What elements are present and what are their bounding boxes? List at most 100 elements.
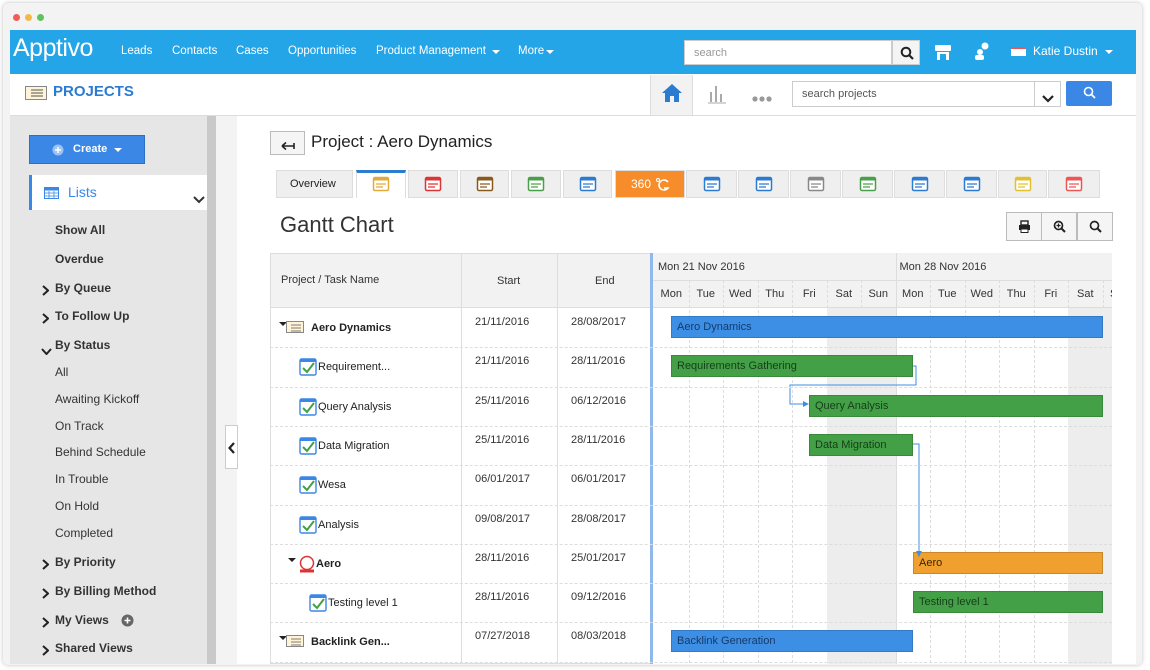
project-search-dropdown[interactable] [1034, 82, 1060, 106]
icon-part [42, 313, 50, 324]
task-name[interactable]: Testing level 1 [328, 597, 398, 610]
sidebar-item[interactable]: On Track [55, 419, 104, 433]
nav-search[interactable] [684, 40, 892, 65]
nav-item[interactable]: Leads [121, 45, 153, 57]
task-start: 21/11/2016 [475, 355, 530, 368]
sidebar-item[interactable]: Overdue [55, 252, 104, 266]
more-icon[interactable] [751, 90, 775, 102]
gantt-bar[interactable]: Requirements Gathering [671, 355, 913, 378]
create-label[interactable]: Create [73, 143, 108, 155]
sidebar-item[interactable]: On Hold [55, 499, 100, 513]
tab[interactable] [998, 170, 1047, 198]
icon-part [55, 147, 61, 153]
project-search[interactable] [792, 81, 1061, 107]
icon-part [424, 176, 442, 192]
tab[interactable] [790, 170, 841, 198]
project-search-button[interactable] [1066, 81, 1112, 106]
task-name[interactable]: Data Migration [318, 439, 390, 452]
sidebar-item[interactable]: To Follow Up [55, 309, 130, 323]
task-name[interactable]: Analysis [318, 518, 359, 531]
task-name[interactable]: Backlink Gen... [311, 636, 390, 649]
nav-item[interactable]: Cases [236, 45, 269, 57]
nav-item[interactable]: Contacts [172, 45, 218, 57]
tab[interactable] [842, 170, 893, 198]
gantt-bar[interactable]: Data Migration [809, 433, 913, 456]
task-icon [299, 397, 317, 416]
nav-search-button[interactable] [892, 40, 920, 65]
sidebar-item[interactable]: Show All [55, 223, 106, 237]
task-name[interactable]: Requirement... [318, 361, 391, 374]
task-end: 28/11/2016 [571, 355, 626, 368]
task-icon [299, 515, 317, 534]
icon-part [1014, 176, 1031, 192]
icon-part [975, 55, 984, 60]
task-name[interactable]: Aero [316, 557, 342, 570]
zoom-in-button[interactable] [1041, 212, 1077, 241]
sidebar-item[interactable]: By Status [55, 338, 111, 352]
lists-label[interactable]: Lists [68, 184, 97, 200]
people-icon[interactable] [972, 41, 992, 61]
icon-part [42, 645, 50, 656]
gantt-bar[interactable]: Backlink Generation [671, 630, 913, 653]
nav-item[interactable]: Product Management [376, 45, 486, 57]
tab[interactable] [894, 170, 945, 198]
logo[interactable]: Apptivo [13, 34, 93, 62]
sidebar-item[interactable]: Awaiting Kickoff [55, 392, 140, 406]
tab-overview-label[interactable]: Overview [290, 178, 336, 190]
sidebar-item[interactable]: In Trouble [55, 472, 109, 486]
icon-part [1019, 220, 1030, 233]
projects-icon [25, 86, 47, 100]
icon-part [42, 313, 50, 324]
user-name[interactable]: Katie Dustin [1033, 44, 1098, 58]
reports-icon[interactable] [706, 82, 728, 104]
create-button[interactable] [29, 135, 145, 164]
week-label: Mon 28 Nov 2016 [899, 261, 987, 273]
tab[interactable] [615, 170, 685, 198]
back-button[interactable] [270, 131, 305, 155]
day-label: Fri [802, 288, 816, 300]
print-button[interactable] [1006, 212, 1042, 241]
task-end: 08/03/2018 [571, 630, 627, 643]
home-button[interactable] [650, 75, 693, 115]
gantt-bar[interactable]: Testing level 1 [913, 591, 1103, 614]
icon-part [758, 183, 769, 188]
gantt-bar[interactable]: Aero [913, 551, 1103, 574]
sidebar-item[interactable]: By Queue [55, 281, 112, 295]
nav-search-placeholder: search [694, 47, 728, 59]
task-name[interactable]: Query Analysis [318, 400, 392, 413]
tab-icon [372, 175, 390, 193]
zoom-out-button[interactable] [1077, 212, 1113, 241]
gantt-bar[interactable]: Query Analysis [809, 394, 1103, 417]
row-divider [270, 583, 1112, 585]
icon-part [1017, 183, 1028, 188]
sidebar-item[interactable]: By Priority [55, 555, 116, 569]
task-name[interactable]: Wesa [318, 479, 346, 492]
icon-part [913, 443, 920, 553]
sidebar-item[interactable]: Shared Views [55, 641, 133, 655]
store-icon[interactable] [934, 43, 952, 61]
row-caret [279, 636, 287, 641]
sidebar-item[interactable]: Behind Schedule [55, 445, 146, 459]
tab-overview[interactable] [276, 170, 353, 198]
icon-part [477, 177, 492, 181]
add-view-icon[interactable] [121, 614, 134, 627]
icon-part [580, 177, 595, 181]
nav-item[interactable]: Opportunities [288, 45, 357, 57]
column-divider [461, 253, 462, 664]
task-name[interactable]: Aero Dynamics [311, 322, 392, 334]
icon-part [299, 358, 317, 376]
icon-part [300, 398, 316, 402]
icon-part [300, 359, 316, 363]
sidebar-item[interactable]: All [55, 365, 69, 379]
collapse-handle[interactable] [225, 425, 238, 469]
sidebar-item[interactable]: My Views [55, 613, 109, 627]
sidebar-item[interactable]: Completed [55, 526, 114, 540]
icon-part [121, 614, 134, 627]
nav-item[interactable]: More [518, 45, 545, 57]
sidebar-item[interactable]: By Billing Method [55, 584, 157, 598]
icon-part [372, 176, 390, 192]
icon-part [476, 176, 493, 192]
gantt-bar[interactable]: Aero Dynamics [671, 316, 1103, 338]
app-title[interactable]: PROJECTS [53, 83, 134, 100]
group-chevron [41, 342, 52, 356]
